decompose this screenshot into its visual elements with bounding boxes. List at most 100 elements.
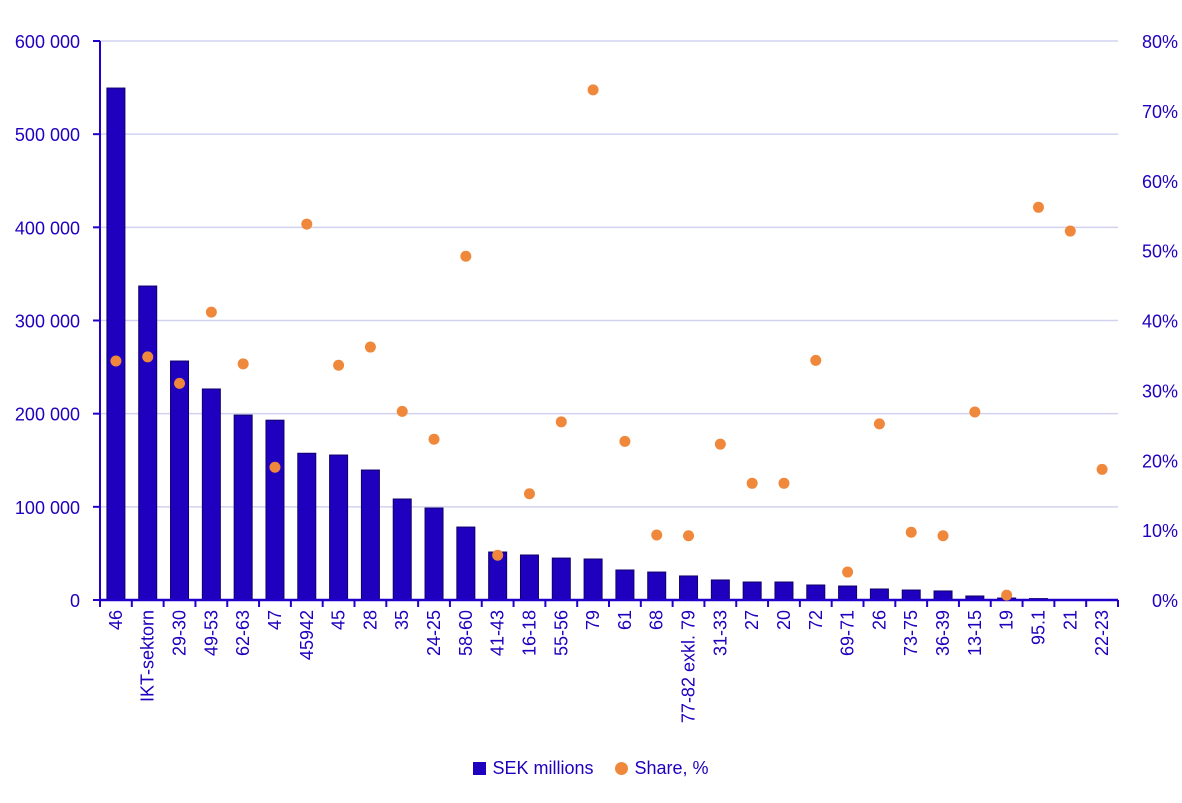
share-point bbox=[905, 526, 917, 538]
category-label: 68 bbox=[647, 610, 667, 630]
share-point bbox=[746, 477, 758, 489]
share-point bbox=[428, 433, 440, 445]
share-point bbox=[1064, 225, 1076, 237]
bar bbox=[201, 388, 221, 601]
share-point bbox=[110, 355, 122, 367]
category-label: 95.1 bbox=[1028, 610, 1048, 645]
bar bbox=[329, 454, 349, 601]
category-label: 61 bbox=[615, 610, 635, 630]
left-tick-label: 600 000 bbox=[15, 32, 80, 52]
share-point bbox=[460, 250, 472, 262]
category-label: 28 bbox=[360, 610, 380, 630]
category-label: 36-39 bbox=[933, 610, 953, 656]
share-point bbox=[810, 354, 822, 366]
category-label: 29-30 bbox=[170, 610, 190, 656]
bar bbox=[456, 526, 476, 601]
category-label: 77-82 exkl. 79 bbox=[679, 610, 699, 723]
bar bbox=[519, 554, 539, 601]
left-tick-label: 100 000 bbox=[15, 498, 80, 518]
category-label: 41-43 bbox=[488, 610, 508, 656]
share-point bbox=[873, 418, 885, 430]
share-point bbox=[714, 438, 726, 450]
share-point bbox=[205, 306, 217, 318]
bar bbox=[742, 581, 762, 601]
share-point bbox=[1001, 589, 1013, 601]
category-label: 27 bbox=[742, 610, 762, 630]
category-label: 49-53 bbox=[201, 610, 221, 656]
category-label: 79 bbox=[583, 610, 603, 630]
bar bbox=[551, 557, 571, 601]
share-point bbox=[174, 377, 186, 389]
bar bbox=[901, 589, 921, 601]
share-point bbox=[269, 461, 281, 473]
share-point bbox=[651, 529, 663, 541]
bar bbox=[869, 588, 889, 601]
category-label: 45942 bbox=[297, 610, 317, 660]
category-label: 24-25 bbox=[424, 610, 444, 656]
category-label: 62-63 bbox=[233, 610, 253, 656]
category-label: 26 bbox=[869, 610, 889, 630]
category-label: 19 bbox=[997, 610, 1017, 630]
share-point bbox=[937, 530, 949, 542]
legend-item-bar: SEK millions bbox=[473, 758, 593, 779]
category-label: 13-15 bbox=[965, 610, 985, 656]
share-point bbox=[142, 351, 154, 363]
share-point bbox=[1032, 201, 1044, 213]
right-tick-label: 80% bbox=[1142, 32, 1178, 52]
category-label: 47 bbox=[265, 610, 285, 630]
bar bbox=[233, 414, 253, 601]
legend-share-label: Share, % bbox=[634, 758, 709, 778]
bar bbox=[360, 469, 380, 601]
right-tick-label: 30% bbox=[1142, 381, 1178, 401]
bar bbox=[774, 581, 794, 601]
category-label: 35 bbox=[392, 610, 412, 630]
right-tick-label: 50% bbox=[1142, 242, 1178, 262]
share-point bbox=[969, 406, 981, 418]
bar bbox=[138, 285, 158, 601]
right-tick-label: 20% bbox=[1142, 451, 1178, 471]
category-label: 16-18 bbox=[519, 610, 539, 656]
right-tick-label: 60% bbox=[1142, 172, 1178, 192]
left-tick-label: 300 000 bbox=[15, 312, 80, 332]
bar bbox=[170, 360, 190, 601]
bar bbox=[424, 507, 444, 601]
category-label: 55-56 bbox=[551, 610, 571, 656]
left-tick-label: 500 000 bbox=[15, 125, 80, 145]
share-point bbox=[587, 84, 599, 96]
bar bbox=[297, 452, 317, 601]
legend: SEK millions Share, % bbox=[0, 758, 1182, 779]
category-label: 20 bbox=[774, 610, 794, 630]
category-label: 72 bbox=[806, 610, 826, 630]
bar bbox=[615, 569, 635, 601]
right-tick-label: 40% bbox=[1142, 312, 1178, 332]
share-point bbox=[237, 358, 249, 370]
bar bbox=[806, 584, 826, 601]
legend-dot-swatch bbox=[615, 762, 629, 775]
left-tick-label: 200 000 bbox=[15, 405, 80, 425]
share-point bbox=[301, 218, 313, 230]
share-point bbox=[1096, 463, 1108, 475]
category-label: 31-33 bbox=[710, 610, 730, 656]
category-label: 58-60 bbox=[456, 610, 476, 656]
bar bbox=[106, 87, 126, 601]
right-tick-label: 10% bbox=[1142, 521, 1178, 541]
category-label: 73-75 bbox=[901, 610, 921, 656]
category-label: 45 bbox=[329, 610, 349, 630]
right-tick-label: 0% bbox=[1152, 591, 1178, 611]
share-point bbox=[333, 359, 345, 371]
category-label: 21 bbox=[1060, 610, 1080, 630]
category-label: 22-23 bbox=[1092, 610, 1112, 656]
bar bbox=[679, 575, 699, 601]
share-point bbox=[842, 566, 854, 578]
bar bbox=[583, 558, 603, 601]
legend-item-share: Share, % bbox=[615, 758, 709, 779]
share-point bbox=[778, 477, 790, 489]
bar bbox=[933, 590, 953, 601]
legend-bar-label: SEK millions bbox=[492, 758, 594, 778]
category-label: 69-71 bbox=[838, 610, 858, 656]
share-point bbox=[364, 341, 376, 353]
bar bbox=[392, 498, 412, 601]
share-point bbox=[396, 405, 408, 417]
bar bbox=[710, 579, 730, 601]
